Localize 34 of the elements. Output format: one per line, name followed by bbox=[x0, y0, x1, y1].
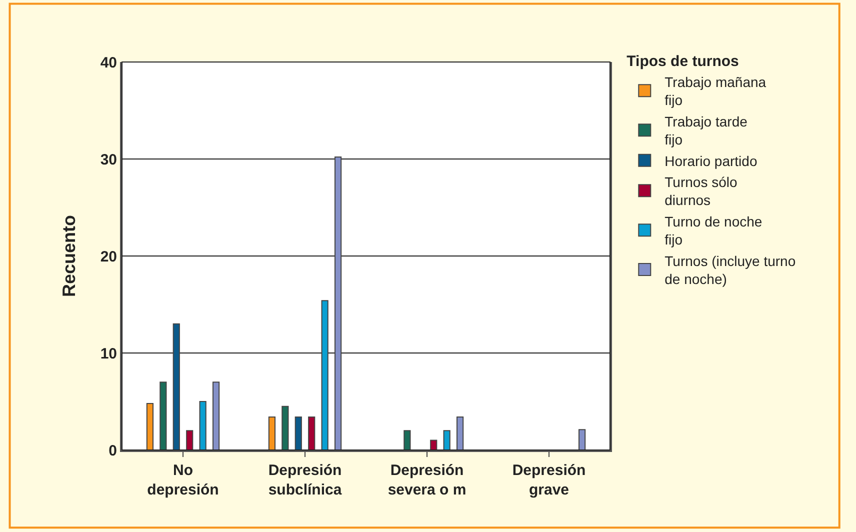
bar bbox=[308, 416, 316, 450]
x-tick-label: Depresión severa o m bbox=[388, 462, 466, 498]
bar bbox=[430, 440, 438, 450]
bar bbox=[321, 300, 328, 450]
legend-label: Trabajo tarde fijo bbox=[664, 113, 748, 148]
bar bbox=[456, 416, 464, 450]
bar bbox=[282, 406, 289, 450]
y-tick-label: 10 bbox=[100, 345, 117, 362]
bar bbox=[199, 401, 206, 450]
bar bbox=[294, 416, 302, 450]
legend-label: Turnos sólo diurnos bbox=[664, 174, 738, 208]
bar bbox=[146, 402, 154, 450]
y-tick-label: 0 bbox=[108, 442, 117, 460]
x-tick-label: No depresión bbox=[147, 462, 219, 498]
y-tick-label: 30 bbox=[100, 151, 117, 168]
bar bbox=[172, 323, 180, 450]
x-tick-label: Depresión grave bbox=[512, 462, 586, 498]
bar bbox=[443, 430, 450, 450]
bar bbox=[268, 416, 276, 450]
y-tick-label: 40 bbox=[100, 54, 117, 72]
legend-label: Trabajo mañana fijo bbox=[664, 74, 766, 108]
legend-title: Tipos de turnos bbox=[626, 52, 739, 70]
bar bbox=[186, 430, 194, 450]
legend-label: Horario partido bbox=[664, 152, 758, 169]
y-tick-label: 20 bbox=[100, 248, 117, 266]
legend-label: Turnos (incluye turno de noche) bbox=[664, 252, 796, 288]
bar bbox=[160, 382, 167, 450]
bar bbox=[212, 382, 220, 450]
bar bbox=[404, 430, 411, 450]
y-axis-title: Recuento bbox=[59, 214, 80, 298]
bar bbox=[578, 429, 586, 450]
bar bbox=[334, 156, 342, 450]
legend-label: Turno de noche fijo bbox=[664, 213, 762, 248]
x-tick-label: Depresión subclínica bbox=[268, 462, 342, 498]
